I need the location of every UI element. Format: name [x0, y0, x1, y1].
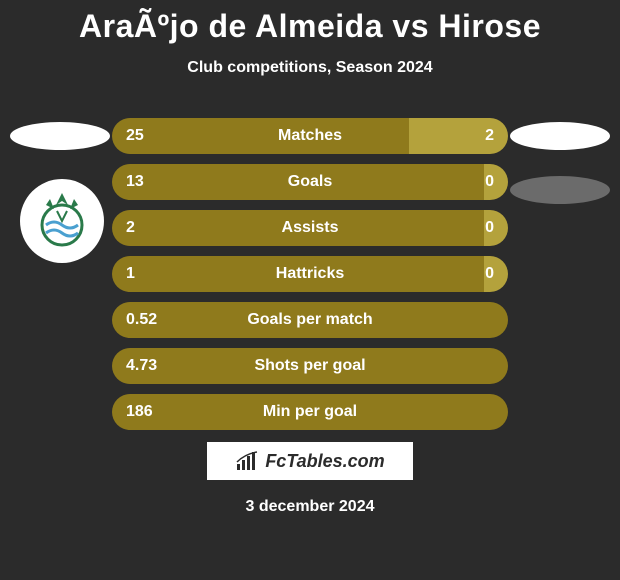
- stat-right-value: 0: [485, 173, 494, 191]
- subtitle: Club competitions, Season 2024: [0, 59, 620, 77]
- stat-bar: 13 Goals 0: [112, 164, 508, 200]
- stat-label: Assists: [282, 219, 339, 237]
- stat-bar: 1 Hattricks 0: [112, 256, 508, 292]
- page-title: AraÃºjo de Almeida vs Hirose: [0, 0, 620, 45]
- stat-label: Matches: [278, 127, 342, 145]
- stat-right-value: 0: [485, 265, 494, 283]
- stat-left-value: 0.52: [126, 311, 157, 329]
- stat-left-value: 13: [126, 173, 144, 191]
- stat-left-value: 186: [126, 403, 153, 421]
- player-left-placeholder: [10, 122, 110, 150]
- stat-label: Hattricks: [276, 265, 344, 283]
- stat-bar: 25 Matches 2: [112, 118, 508, 154]
- club-crest-icon: [32, 191, 92, 251]
- stat-label: Goals: [288, 173, 332, 191]
- team-badge: [20, 179, 104, 263]
- stat-bar: 0.52 Goals per match: [112, 302, 508, 338]
- stat-label: Min per goal: [263, 403, 357, 421]
- stat-label: Shots per goal: [254, 357, 365, 375]
- stat-left-value: 1: [126, 265, 135, 283]
- fctables-label: FcTables.com: [265, 451, 384, 472]
- fctables-watermark: FcTables.com: [205, 440, 415, 482]
- stat-bar: 186 Min per goal: [112, 394, 508, 430]
- stat-left-value: 25: [126, 127, 144, 145]
- stat-left-value: 2: [126, 219, 135, 237]
- stat-bar: 2 Assists 0: [112, 210, 508, 246]
- comparison-card: AraÃºjo de Almeida vs Hirose Club compet…: [0, 0, 620, 580]
- player-right-placeholder: [510, 122, 610, 150]
- stat-bar: 4.73 Shots per goal: [112, 348, 508, 384]
- fctables-logo-icon: [235, 450, 261, 472]
- stat-bars: 25 Matches 2 13 Goals 0 2 Assists 0 1 Hattricks 0 0.…: [112, 118, 508, 440]
- player-right-placeholder-2: [510, 176, 610, 204]
- stat-label: Goals per match: [247, 311, 372, 329]
- date-label: 3 december 2024: [246, 498, 375, 516]
- stat-right-value: 2: [485, 127, 494, 145]
- stat-left-value: 4.73: [126, 357, 157, 375]
- stat-right-value: 0: [485, 219, 494, 237]
